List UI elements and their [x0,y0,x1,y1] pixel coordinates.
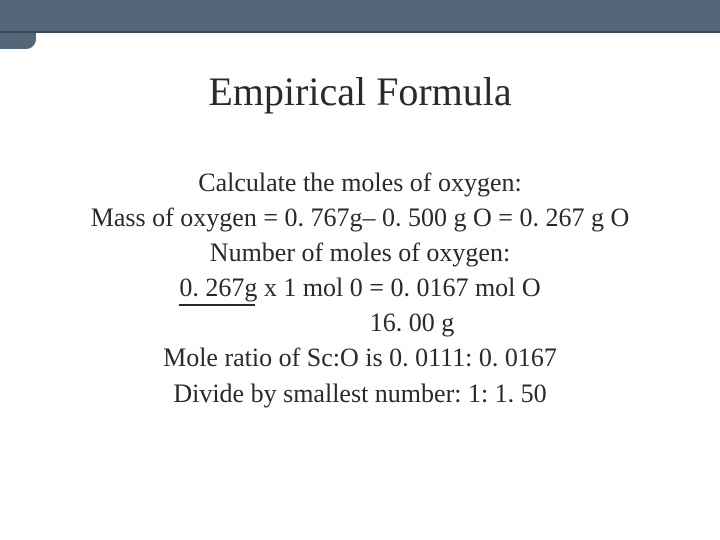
body-line-4: 0. 267g x 1 mol 0 = 0. 0167 mol O [179,270,540,305]
header-bar [0,0,720,33]
fraction-vinculum [179,304,255,306]
body-line-3: Number of moles of oxygen: [0,235,720,270]
body-line-4-wrap: 0. 267g x 1 mol 0 = 0. 0167 mol O [0,270,720,305]
body-line-2: Mass of oxygen = 0. 767g– 0. 500 g O = 0… [0,200,720,235]
slide-title: Empirical Formula [0,68,720,115]
header-tab-notch [0,33,36,49]
slide-body: Calculate the moles of oxygen: Mass of o… [0,165,720,411]
body-line-1: Calculate the moles of oxygen: [0,165,720,200]
body-line-5: 16. 00 g [104,305,720,340]
body-line-6: Mole ratio of Sc:O is 0. 0111: 0. 0167 [0,340,720,375]
body-line-7: Divide by smallest number: 1: 1. 50 [0,376,720,411]
